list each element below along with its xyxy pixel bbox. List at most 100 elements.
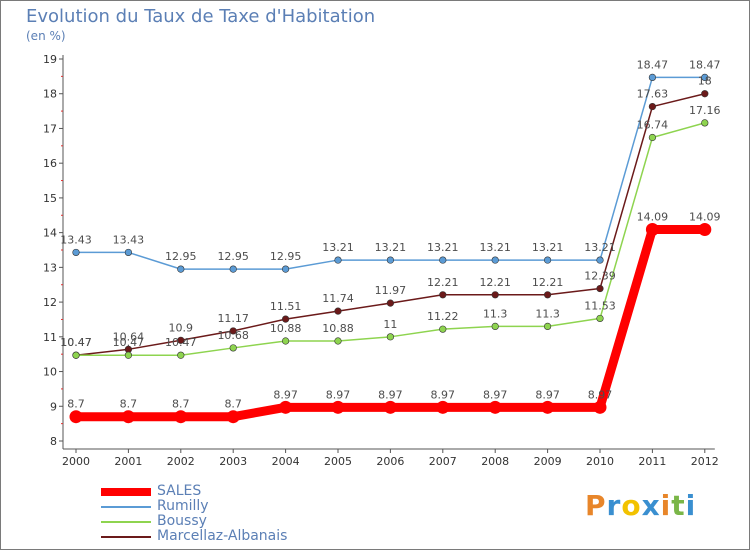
- unit-label: (en %): [26, 29, 66, 43]
- data-point: [282, 315, 290, 323]
- data-point: [383, 400, 397, 414]
- data-point: [543, 291, 552, 299]
- data-label: 13.21: [322, 241, 354, 254]
- data-point: [488, 400, 502, 414]
- data-point: [543, 256, 552, 264]
- data-label: 13.43: [60, 233, 92, 246]
- data-label: 12.39: [584, 270, 616, 283]
- data-point: [177, 351, 185, 359]
- data-label: 13.43: [113, 233, 145, 246]
- data-label: 12.21: [479, 276, 511, 289]
- data-label: 13.21: [375, 241, 407, 254]
- data-point: [648, 133, 657, 142]
- y-tick-label: 9: [50, 400, 57, 413]
- data-label: 11.97: [375, 284, 407, 297]
- y-tick-label: 8: [50, 435, 57, 448]
- x-tick-label: 2010: [586, 455, 614, 468]
- logo-letter: t: [671, 489, 686, 522]
- data-point: [491, 322, 499, 331]
- x-tick-label: 2000: [62, 455, 90, 468]
- data-point: [386, 333, 395, 341]
- data-label: 18: [698, 75, 712, 88]
- data-label: 18.47: [689, 58, 721, 71]
- data-label: 17.16: [689, 104, 721, 117]
- data-point: [439, 325, 447, 333]
- data-label: 13.21: [584, 241, 616, 254]
- data-point: [439, 291, 447, 299]
- x-tick-label: 2006: [376, 455, 404, 468]
- x-tick-label: 2005: [324, 455, 352, 468]
- chart-title: Evolution du Taux de Taxe d'Habitation: [26, 6, 376, 27]
- data-point: [596, 314, 604, 323]
- data-label: 8.97: [378, 388, 403, 401]
- data-label: 8.7: [120, 398, 138, 411]
- data-label: 10.64: [113, 330, 145, 343]
- data-label: 8.97: [273, 388, 298, 401]
- data-point: [648, 102, 657, 111]
- x-tick-label: 2008: [481, 455, 509, 468]
- legend-label: SALES: [157, 483, 202, 499]
- legend-label: Boussy: [157, 513, 207, 529]
- x-tick-label: 2007: [429, 455, 457, 468]
- data-label: 18.47: [637, 58, 669, 71]
- legend-label: Rumilly: [157, 498, 209, 514]
- x-tick-label: 2002: [167, 455, 195, 468]
- data-point: [436, 400, 450, 414]
- data-point: [645, 223, 659, 237]
- data-label: 10.47: [113, 336, 145, 349]
- legend-swatch: [101, 536, 151, 538]
- data-point: [229, 344, 237, 352]
- logo-letter: i: [685, 489, 697, 522]
- data-label: 8.97: [588, 388, 613, 401]
- data-label: 14.09: [637, 211, 669, 224]
- data-label: 11.51: [270, 300, 302, 313]
- data-label: 12.95: [270, 250, 302, 263]
- data-point: [701, 119, 709, 127]
- data-label: 10.88: [322, 322, 354, 335]
- y-tick-label: 10: [43, 366, 57, 379]
- data-label: 11: [383, 318, 397, 331]
- x-tick-label: 2012: [691, 455, 719, 468]
- data-label: 8.97: [483, 388, 508, 401]
- data-label: 17.63: [637, 88, 669, 101]
- data-point: [72, 248, 80, 257]
- y-tick-label: 11: [43, 331, 57, 344]
- data-label: 11.3: [535, 307, 560, 320]
- data-label: 10.88: [270, 322, 302, 335]
- data-point: [386, 299, 395, 307]
- x-tick-label: 2001: [114, 455, 142, 468]
- legend-swatch: [101, 506, 151, 508]
- data-point: [229, 327, 237, 335]
- data-label: 12.21: [427, 276, 459, 289]
- legend-label: Marcellaz-Albanais: [157, 528, 288, 544]
- data-label: 10.47: [60, 336, 92, 349]
- data-label: 11.3: [483, 307, 508, 320]
- data-point: [72, 351, 80, 359]
- data-point: [331, 400, 345, 414]
- data-point: [69, 410, 83, 424]
- y-tick-label: 14: [43, 227, 57, 240]
- y-tick-label: 13: [43, 261, 57, 274]
- data-label: 13.21: [479, 241, 511, 254]
- legend-swatch: [101, 521, 151, 523]
- y-tick-label: 17: [43, 122, 57, 135]
- data-label: 10.68: [217, 329, 249, 342]
- data-label: 12.21: [532, 276, 564, 289]
- y-tick-label: 15: [43, 192, 57, 205]
- data-label: 13.21: [532, 241, 564, 254]
- y-tick-label: 16: [43, 157, 57, 170]
- data-point: [282, 337, 290, 345]
- x-tick-label: 2011: [638, 455, 666, 468]
- x-tick-label: 2003: [219, 455, 247, 468]
- y-tick-label: 18: [43, 88, 57, 101]
- data-point: [439, 256, 447, 264]
- logo-letter: P: [585, 489, 607, 522]
- logo-letter: x: [641, 489, 661, 522]
- data-point: [596, 284, 604, 293]
- logo-letter: r: [606, 489, 622, 522]
- data-label: 11.22: [427, 310, 459, 323]
- data-label: 16.74: [637, 118, 669, 131]
- data-label: 11.17: [217, 312, 249, 325]
- data-point: [491, 291, 499, 299]
